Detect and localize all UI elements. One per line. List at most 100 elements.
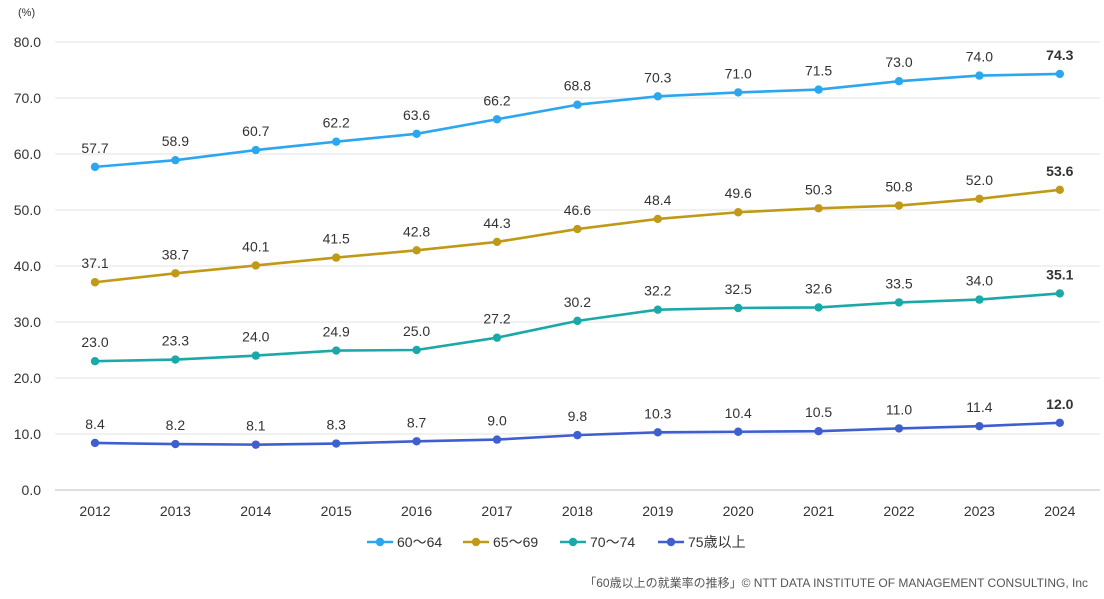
data-label: 48.4: [644, 192, 671, 208]
data-point: [573, 430, 582, 440]
data-label: 49.6: [725, 185, 752, 201]
data-label: 62.2: [323, 115, 350, 131]
x-tick-label-2015: 2015: [321, 503, 352, 519]
data-label: 11.4: [966, 399, 992, 415]
data-label: 24.9: [323, 324, 350, 340]
x-tick-label-2021: 2021: [803, 503, 834, 519]
data-label: 32.6: [805, 280, 832, 296]
data-label: 60.7: [242, 123, 269, 139]
data-label: 57.7: [81, 140, 108, 156]
data-point: [653, 214, 662, 224]
x-tick-label-2019: 2019: [642, 503, 673, 519]
series-2: 37.1 38.7 40.1 41.5 42.8 44.3 46.6 48.4 49.6 50.3…: [81, 163, 1074, 287]
data-point: [90, 162, 100, 172]
data-point: [492, 435, 502, 444]
data-point: [814, 303, 823, 312]
y-axis-unit-label: (%): [18, 7, 35, 19]
data-label: 24.0: [242, 329, 269, 345]
data-point: [573, 316, 582, 326]
data-label: 73.0: [885, 54, 912, 70]
data-label: 53.6: [1046, 163, 1073, 179]
y-tick-label: 60.0: [14, 146, 41, 162]
data-label: 34.0: [966, 273, 993, 289]
data-point: [332, 439, 341, 448]
data-point: [90, 438, 100, 448]
data-label: 11.0: [886, 401, 912, 417]
y-tick-label: 40.0: [14, 258, 41, 274]
data-point: [814, 85, 823, 94]
x-tick-label-2018: 2018: [562, 503, 593, 519]
data-label: 27.2: [483, 311, 510, 327]
data-point: [171, 355, 180, 364]
data-point: [814, 427, 823, 436]
data-point: [90, 357, 100, 366]
data-label: 46.6: [564, 202, 591, 218]
data-point: [814, 204, 823, 213]
data-point: [492, 115, 502, 124]
legend-item-1: 60～64: [367, 534, 442, 550]
data-point: [412, 437, 421, 446]
data-point: [251, 351, 260, 360]
data-label: 25.0: [403, 323, 430, 339]
data-label: 66.2: [483, 92, 510, 108]
y-tick-label: 80.0: [14, 34, 41, 50]
x-tick-label-2014: 2014: [240, 503, 271, 519]
data-point: [975, 71, 984, 80]
legend-label: 70～74: [590, 534, 635, 550]
data-point: [171, 269, 180, 278]
data-point: [975, 421, 984, 431]
data-label: 40.1: [242, 238, 269, 254]
data-label: 8.2: [166, 417, 186, 433]
data-point: [894, 77, 904, 86]
data-point: [1055, 185, 1065, 195]
x-tick-label-2023: 2023: [964, 503, 995, 519]
data-point: [1055, 69, 1065, 79]
data-point: [734, 208, 743, 217]
data-label: 8.1: [246, 418, 266, 434]
x-tick-label-2022: 2022: [883, 503, 914, 519]
data-label: 9.0: [487, 413, 507, 429]
data-label: 33.5: [885, 275, 912, 291]
data-label: 9.8: [568, 408, 588, 424]
series-3: 23.0 23.3 24.0 24.9 25.0 27.2 30.2 32.2 32.5 32.6…: [81, 266, 1074, 366]
data-label: 71.5: [805, 63, 832, 79]
data-point: [332, 253, 341, 262]
data-point: [251, 261, 260, 270]
data-label: 38.7: [162, 246, 189, 262]
data-point: [734, 303, 743, 313]
data-point: [251, 440, 260, 449]
data-point: [332, 137, 341, 146]
data-point: [975, 194, 984, 203]
series-1: 57.7 58.9 60.7 62.2 63.6 66.2 68.8 70.3 71.0 71.5…: [81, 47, 1074, 172]
data-label: 71.0: [725, 65, 752, 81]
legend-marker: [568, 537, 578, 547]
data-point: [734, 88, 743, 97]
data-point: [251, 145, 260, 155]
y-tick-label: 10.0: [14, 426, 41, 442]
legend-item-3: 70～74: [560, 534, 635, 550]
data-point: [412, 129, 421, 139]
data-point: [653, 428, 662, 437]
data-point: [894, 424, 904, 433]
y-tick-label: 20.0: [14, 370, 41, 386]
data-point: [894, 298, 904, 307]
legend-label: 65～69: [493, 534, 538, 550]
data-point: [412, 345, 421, 355]
x-tick-label-2017: 2017: [481, 503, 512, 519]
data-label: 10.3: [644, 405, 671, 421]
series-4: 8.4 8.2 8.1 8.3 8.7 9.0 9.8 10.3 10.4 10.5 11.0 11.…: [85, 396, 1074, 449]
data-point: [492, 237, 502, 247]
data-label: 52.0: [966, 172, 993, 188]
x-tick-label-2016: 2016: [401, 503, 432, 519]
data-label: 44.3: [483, 215, 510, 231]
data-label: 74.3: [1046, 47, 1073, 63]
data-label: 8.3: [326, 417, 346, 433]
legend-marker: [471, 537, 481, 547]
x-tick-label-2020: 2020: [723, 503, 754, 519]
y-tick-label: 30.0: [14, 314, 41, 330]
data-point: [1055, 418, 1065, 427]
data-label: 58.9: [162, 133, 189, 149]
x-axis: 2012 2013 2014 2015 2016 2017 2018 2019 2020 2021…: [79, 503, 1075, 519]
x-tick-label-2024: 2024: [1044, 503, 1075, 519]
